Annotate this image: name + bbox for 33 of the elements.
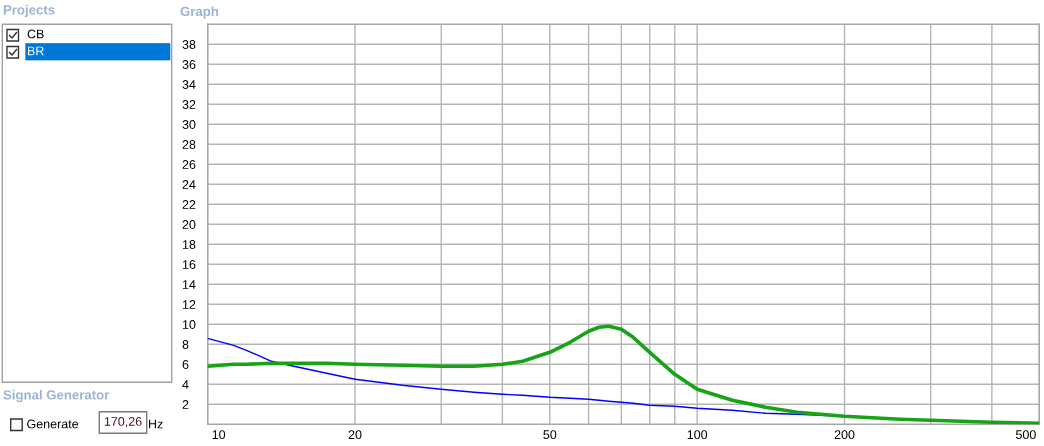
- x-tick-label: 200: [834, 430, 855, 440]
- y-tick-label: 14: [182, 280, 196, 289]
- y-tick-label: 36: [182, 60, 196, 69]
- y-tick-label: 24: [182, 180, 196, 189]
- x-tick-label: 20: [348, 430, 362, 440]
- text: Hz: [149, 419, 163, 429]
- y-tick-label: 30: [182, 120, 196, 129]
- y-tick-label: 16: [182, 260, 196, 269]
- y-tick-label: 26: [182, 160, 196, 169]
- x-tick-label: 500: [1015, 430, 1036, 440]
- y-tick-label: 8: [182, 340, 189, 349]
- x-tick-label: 100: [687, 430, 708, 440]
- x-tick-label: 50: [543, 430, 557, 440]
- text: CB: [27, 29, 44, 39]
- text: BR: [28, 46, 44, 56]
- y-tick-label: 6: [182, 360, 189, 369]
- chart-title: Graph: [180, 6, 219, 19]
- text: Projects: [3, 4, 55, 18]
- text: 170,26: [104, 417, 142, 428]
- y-tick-label: 12: [182, 300, 196, 309]
- x-tick-label: 10: [212, 430, 226, 440]
- y-tick-label: 2: [182, 400, 189, 409]
- y-tick-label: 20: [182, 220, 196, 229]
- y-tick-label: 34: [182, 80, 196, 89]
- y-tick-label: 32: [182, 100, 196, 109]
- y-tick-label: 10: [182, 320, 196, 329]
- text: Signal Generator: [3, 389, 110, 403]
- y-tick-label: 28: [182, 140, 196, 149]
- y-tick-label: 4: [182, 380, 189, 389]
- text: Generate: [27, 419, 79, 429]
- y-tick-label: 38: [182, 40, 196, 49]
- y-tick-label: 18: [182, 240, 196, 249]
- y-tick-label: 22: [182, 200, 196, 209]
